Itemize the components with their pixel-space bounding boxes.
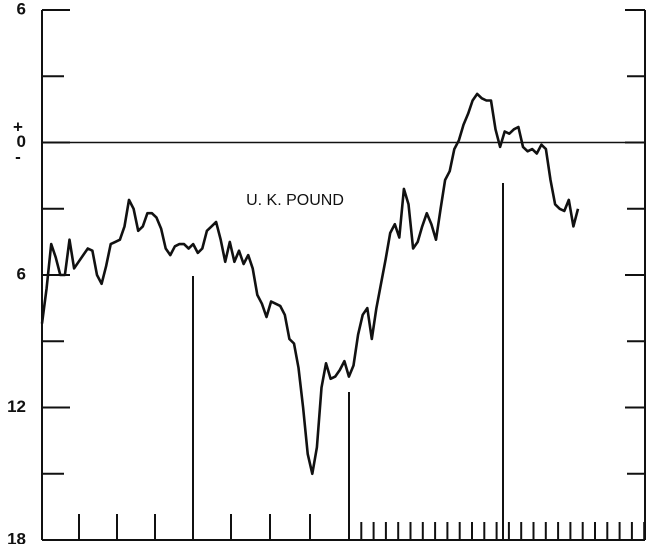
plus-sign: + (13, 117, 23, 136)
minus-sign: - (15, 147, 21, 166)
series-label: U. K. POUND (246, 192, 344, 209)
y-tick-label: 6 (17, 264, 26, 283)
line-series (40, 92, 580, 476)
y-tick-label: 18 (7, 529, 26, 544)
x-ticks (78, 514, 646, 540)
y-tick-label: 0 (17, 132, 26, 151)
frame (41, 10, 646, 541)
y-tick-label: 6 (17, 0, 26, 18)
y-tick-label: 12 (7, 397, 26, 416)
